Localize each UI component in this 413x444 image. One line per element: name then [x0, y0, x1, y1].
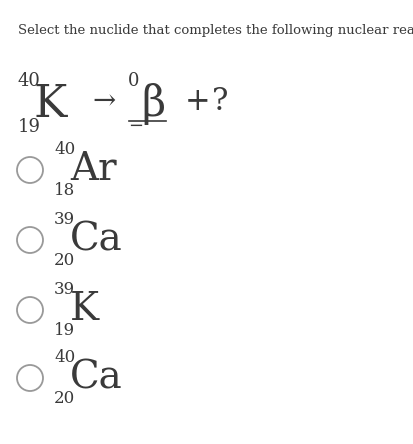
Text: 40: 40	[54, 141, 75, 158]
Text: Select the nuclide that completes the following nuclear reaction: Select the nuclide that completes the fo…	[18, 24, 413, 37]
Text: −: −	[128, 117, 143, 135]
Text: →: →	[92, 88, 115, 115]
Text: Ca: Ca	[70, 360, 123, 396]
Text: 40: 40	[54, 349, 75, 366]
Text: +: +	[185, 87, 211, 118]
Text: 19: 19	[18, 118, 41, 136]
Text: 18: 18	[54, 182, 75, 199]
Text: 19: 19	[54, 322, 75, 339]
Text: 20: 20	[54, 390, 75, 407]
Text: K: K	[70, 292, 99, 329]
Text: Ar: Ar	[70, 151, 116, 189]
Text: 39: 39	[54, 211, 75, 228]
Text: 20: 20	[54, 252, 75, 269]
Text: 40: 40	[18, 72, 41, 90]
Text: K: K	[34, 83, 67, 126]
Text: 0: 0	[128, 72, 140, 90]
Text: ?: ?	[212, 87, 228, 118]
Text: Ca: Ca	[70, 222, 123, 258]
Text: 39: 39	[54, 281, 75, 298]
Text: β: β	[141, 83, 165, 125]
